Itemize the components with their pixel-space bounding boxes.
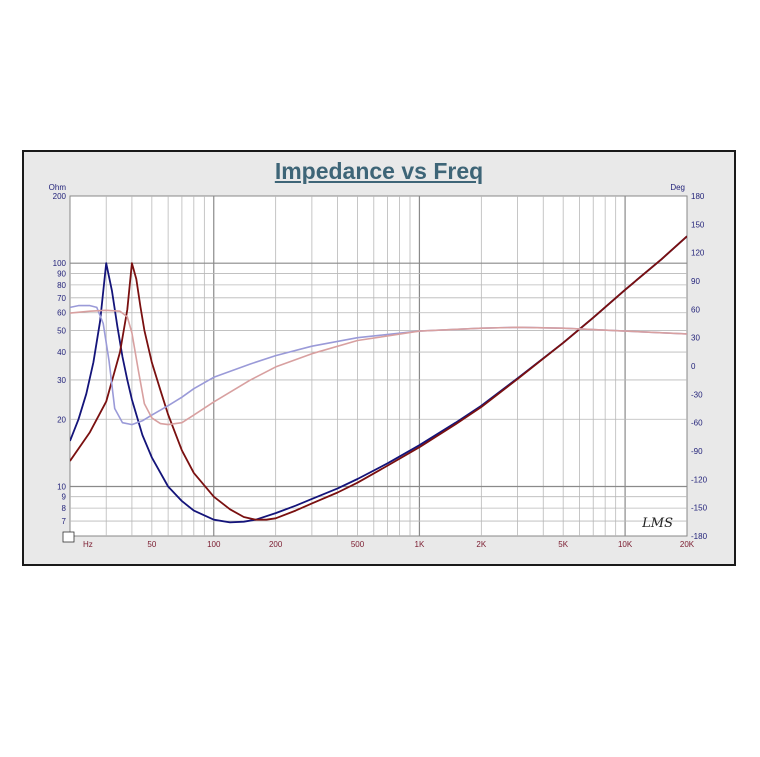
y-left-tick-label: 70 [57, 294, 66, 303]
x-tick-label: 5K [558, 540, 568, 549]
y-right-tick-label: -120 [691, 475, 708, 484]
y-left-unit-label: Ohm [49, 183, 67, 192]
y-right-tick-label: -60 [691, 419, 703, 428]
lms-watermark: LMS [641, 516, 673, 531]
y-left-tick-label: 60 [57, 309, 66, 318]
chart-title: Impedance vs Freq [274, 158, 484, 184]
y-left-tick-label: 7 [62, 517, 67, 526]
y-left-tick-label: 80 [57, 281, 66, 290]
y-right-tick-label: -30 [691, 390, 703, 399]
y-right-unit-label: Deg [670, 183, 685, 192]
x-tick-label: 100 [207, 540, 221, 549]
x-tick-label: 10K [618, 540, 633, 549]
y-right-tick-label: 150 [691, 220, 705, 229]
y-left-tick-label: 20 [57, 415, 66, 424]
plot-area [69, 195, 688, 537]
impedance-chart: 200100908070605040302010987Ohm1801501209… [49, 183, 708, 549]
y-right-tick-label: 180 [691, 192, 705, 201]
x-tick-label: 200 [269, 540, 283, 549]
y-left-tick-label: 90 [57, 269, 66, 278]
y-left-tick-label: 30 [57, 376, 66, 385]
x-tick-label: 500 [351, 540, 365, 549]
x-tick-label: 1K [415, 540, 425, 549]
y-right-tick-label: 120 [691, 249, 705, 258]
y-left-tick-label: 50 [57, 326, 66, 335]
y-left-tick-label: 40 [57, 348, 66, 357]
x-unit-label: Hz [83, 540, 93, 549]
y-right-tick-label: 60 [691, 305, 700, 314]
x-tick-label: 20K [680, 540, 695, 549]
y-right-tick-label: 30 [691, 334, 700, 343]
y-left-tick-label: 9 [62, 493, 67, 502]
y-right-tick-label: -180 [691, 532, 708, 541]
corner-logo-icon [62, 531, 75, 543]
x-tick-label: 2K [476, 540, 486, 549]
y-right-tick-label: -90 [691, 447, 703, 456]
y-left-tick-label: 8 [62, 504, 67, 513]
series-phase-3 [70, 309, 687, 426]
x-tick-label: 50 [147, 540, 156, 549]
y-right-tick-label: 90 [691, 277, 700, 286]
series-impedance-1 [70, 235, 687, 521]
y-left-tick-label: 10 [57, 482, 66, 491]
y-left-tick-label: 200 [53, 192, 67, 201]
y-left-tick-label: 100 [53, 259, 67, 268]
chart-window: Impedance vs Freq 200 100 90 80 70 60 50 40 30 20… [22, 150, 736, 566]
y-right-tick-label: -150 [691, 504, 708, 513]
y-right-tick-label: 0 [691, 362, 696, 371]
